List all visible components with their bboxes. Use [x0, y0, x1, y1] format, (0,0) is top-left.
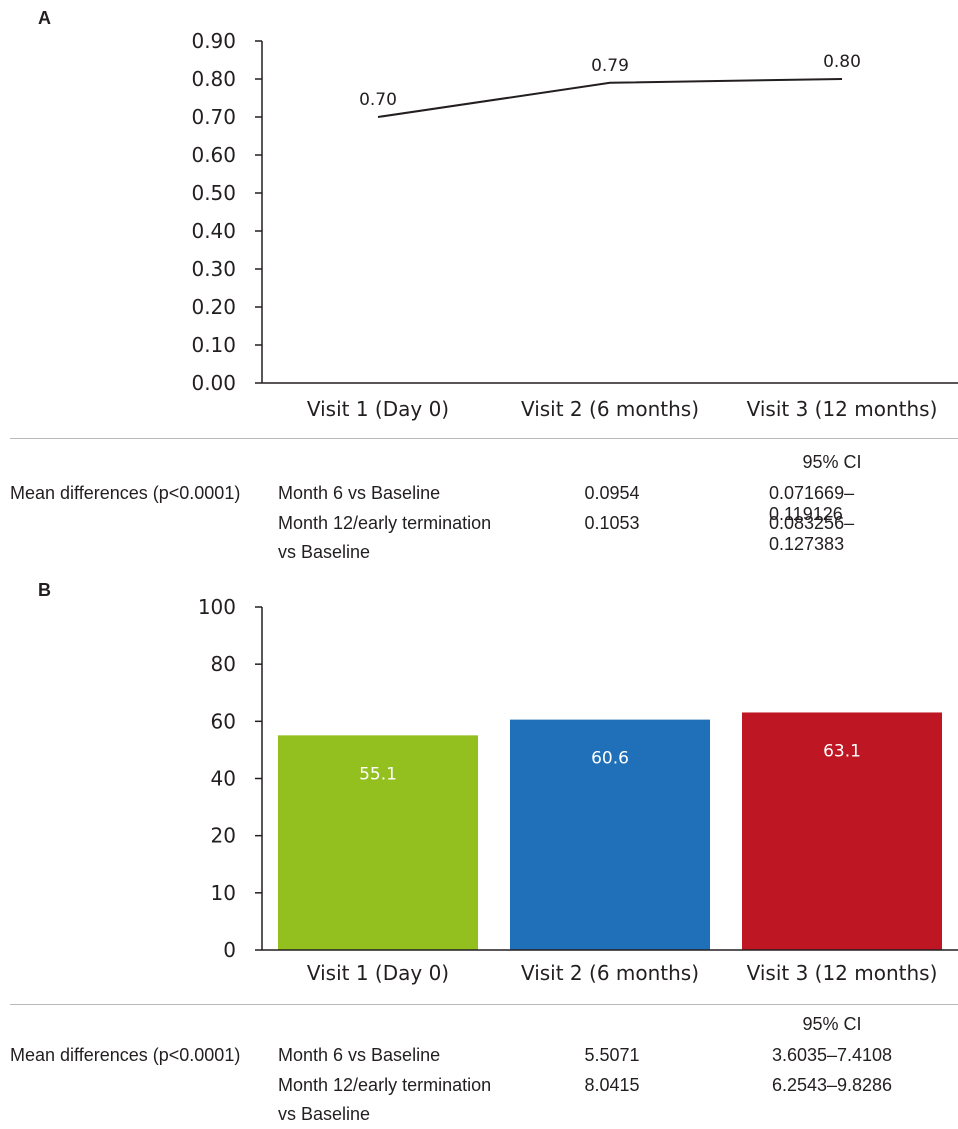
table-a-ci-1: 0.071669–0.119126: [769, 483, 855, 524]
table-b-value-1: 5.5071: [584, 1045, 640, 1065]
table-a-comparison-2: Month 12/early termination: [278, 513, 492, 533]
x-tick-label: Visit 3 (12 months): [747, 961, 938, 985]
table-b-row-label: Mean differences (p<0.0001): [10, 1045, 241, 1065]
table-a-row-label: Mean differences (p<0.0001): [10, 483, 241, 503]
x-tick-label: Visit 1 (Day 0): [307, 397, 449, 421]
y-tick-label: 0.80: [191, 67, 236, 91]
y-tick-label: 0.10: [191, 333, 236, 357]
table-b-value-2: 8.0415: [584, 1075, 640, 1095]
y-tick-label: 0.60: [191, 143, 236, 167]
table-b-comparison-1: Month 6 vs Baseline: [278, 1045, 441, 1065]
y-tick-label: 0.70: [191, 105, 236, 129]
panel-label-b: B: [38, 580, 51, 600]
data-label: 0.79: [591, 56, 629, 76]
x-tick-label: Visit 2 (6 months): [521, 397, 699, 421]
table-a-comparison-1: Month 6 vs Baseline: [278, 483, 441, 503]
y-tick-label: 100: [198, 595, 236, 619]
x-tick-label: Visit 3 (12 months): [747, 397, 938, 421]
bar-value-label: 60.6: [591, 749, 629, 769]
bar-value-label: 63.1: [823, 741, 861, 761]
y-tick-label: 0.50: [191, 181, 236, 205]
chart-b: 55.1 60.6 63.1 0 10 20 40 60 80 100 Visit 1 (Day 0…: [198, 595, 958, 985]
bar: [278, 735, 478, 950]
table-a-ci-2: 0.083256–0.127383: [769, 513, 855, 554]
y-tick-label: 60: [211, 709, 236, 733]
table-a-value-2: 0.1053: [584, 513, 640, 533]
table-a-value-1: 0.0954: [584, 483, 640, 503]
y-tick-label: 80: [211, 652, 236, 676]
panel-label-a: A: [38, 8, 51, 28]
divider-b: [10, 1004, 958, 1005]
data-label: 0.70: [359, 90, 397, 110]
table-b-comparison-2: Month 12/early termination: [278, 1075, 492, 1095]
x-tick-label: Visit 1 (Day 0): [307, 961, 449, 985]
y-tick-label: 20: [211, 824, 236, 848]
table-a-ci-header: 95% CI: [802, 452, 862, 472]
y-tick-label: 0.30: [191, 257, 236, 281]
y-tick-label: 10: [211, 881, 236, 905]
divider-a: [10, 438, 958, 439]
table-b-ci-2: 6.2543–9.8286: [771, 1075, 893, 1095]
y-tick-label: 0.00: [191, 371, 236, 395]
y-tick-label: 0.90: [191, 29, 236, 53]
chart-a: 0.00 0.10 0.20 0.30 0.40 0.50 0.60 0.70 0.80 0.90…: [191, 29, 958, 421]
series-line: [377, 78, 843, 118]
y-tick-label: 0: [223, 938, 236, 962]
table-a-comparison-2-cont: vs Baseline: [278, 542, 371, 562]
bar: [510, 719, 710, 950]
table-b-ci-1: 3.6035–7.4108: [771, 1045, 893, 1065]
bar-value-label: 55.1: [359, 764, 397, 784]
bar: [742, 712, 942, 950]
y-tick-label: 40: [211, 767, 236, 791]
y-tick-label: 0.20: [191, 295, 236, 319]
y-tick-label: 0.40: [191, 219, 236, 243]
data-label: 0.80: [823, 52, 861, 72]
x-tick-label: Visit 2 (6 months): [521, 961, 699, 985]
table-b-comparison-2-cont: vs Baseline: [278, 1104, 371, 1124]
table-b-ci-header: 95% CI: [802, 1014, 862, 1034]
